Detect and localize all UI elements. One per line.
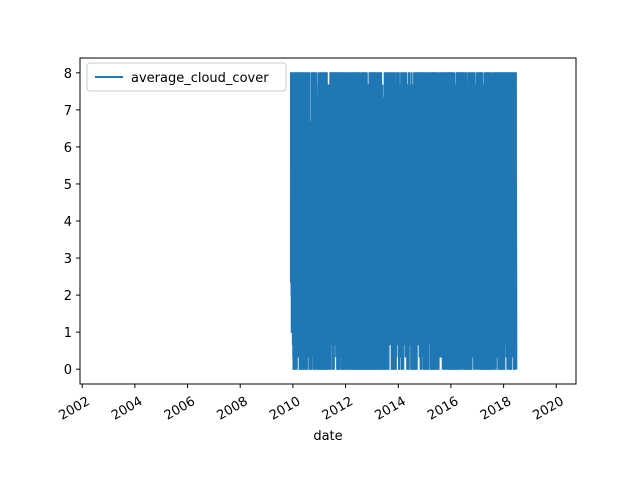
legend: average_cloud_cover xyxy=(86,62,287,92)
y-tick-label: 5 xyxy=(64,178,72,193)
y-tick-label: 4 xyxy=(64,215,72,230)
legend-label: average_cloud_cover xyxy=(131,71,269,86)
y-tick-label: 3 xyxy=(64,252,72,267)
y-tick-label: 8 xyxy=(64,67,72,82)
series-line-average_cloud_cover xyxy=(289,72,518,370)
y-tick-label: 1 xyxy=(64,326,72,341)
y-tick-label: 2 xyxy=(64,289,72,304)
y-tick-label: 0 xyxy=(64,363,72,378)
y-tick-label: 6 xyxy=(64,141,72,156)
series-layer xyxy=(289,72,518,370)
y-tick-label: 7 xyxy=(64,104,72,119)
x-axis-label: date xyxy=(313,429,342,444)
legend-box xyxy=(86,62,287,92)
y-axis: 0 1 2 3 4 5 6 7 8 xyxy=(64,67,80,378)
